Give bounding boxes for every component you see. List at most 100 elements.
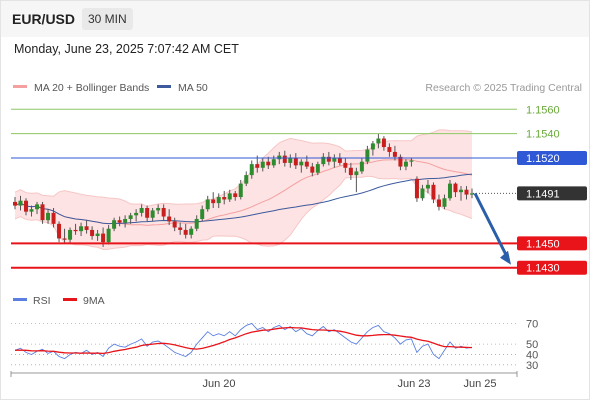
candle-body — [310, 166, 315, 173]
candle-body — [150, 210, 155, 218]
candle-body — [326, 156, 331, 162]
candle-body — [134, 212, 139, 216]
bollinger-band-area — [15, 129, 472, 250]
candle — [200, 205, 205, 222]
candle-body — [238, 183, 243, 198]
candle — [68, 227, 73, 244]
candle-body — [189, 228, 194, 235]
candle — [73, 223, 78, 235]
candle — [414, 176, 419, 202]
candle — [244, 171, 249, 187]
legend-swatch — [13, 85, 27, 88]
candle — [442, 194, 447, 210]
candle-body — [436, 199, 441, 207]
candle-body — [277, 155, 282, 160]
candle-body — [321, 156, 326, 165]
candle — [348, 162, 353, 180]
candle — [398, 154, 403, 171]
candle — [62, 228, 67, 244]
candle-body — [381, 138, 386, 148]
candle — [189, 226, 194, 239]
candle-body — [183, 229, 188, 235]
candle — [315, 161, 320, 176]
candle — [387, 143, 392, 157]
candle — [332, 154, 337, 168]
candle — [470, 188, 474, 199]
candle-body — [409, 160, 414, 162]
candle-body — [106, 228, 111, 243]
x-tick-label: Jun 25 — [463, 378, 496, 390]
candle-body — [128, 215, 133, 219]
candle-body — [299, 161, 304, 166]
candle-body — [354, 171, 359, 176]
candle-body — [458, 189, 463, 193]
candle-body — [271, 159, 276, 166]
candle — [370, 140, 375, 156]
candle-body — [117, 220, 122, 223]
header-bar: EUR/USD 30 MIN — [1, 1, 589, 37]
forecast-arrow-shaft — [473, 192, 510, 260]
candle — [233, 190, 238, 201]
candle-body — [348, 167, 353, 176]
support-label: 1.1430 — [526, 263, 560, 275]
candle-body — [304, 161, 309, 167]
candle — [381, 136, 386, 151]
candle-body — [387, 147, 392, 152]
candle — [238, 179, 243, 200]
candle — [112, 217, 117, 232]
rsi-ma-line — [14, 326, 473, 355]
timeframe-badge[interactable]: 30 MIN — [82, 8, 133, 30]
rsi-tick-label: 40 — [526, 349, 538, 361]
rsi-legend-swatch — [63, 298, 77, 301]
candle — [156, 204, 161, 215]
resistance-label: 1.1560 — [526, 104, 560, 116]
credit-text: Research © 2025 Trading Central — [425, 82, 582, 94]
candle — [458, 186, 463, 201]
candle-body — [365, 149, 370, 162]
candle-body — [337, 158, 342, 163]
candle-body — [139, 208, 144, 213]
candle-body — [205, 199, 210, 210]
candle — [178, 222, 183, 235]
candle — [293, 153, 298, 169]
candle-body — [332, 158, 337, 162]
candle-body — [464, 189, 469, 195]
candle — [79, 222, 84, 237]
candle — [321, 153, 326, 167]
current-price-label: 1.1491 — [526, 188, 560, 200]
candle — [106, 225, 111, 245]
candle — [13, 197, 17, 210]
candle — [343, 158, 348, 173]
candle — [40, 201, 45, 224]
candle — [409, 158, 414, 167]
candle-body — [266, 161, 271, 166]
candle-body — [35, 204, 40, 210]
candle — [134, 209, 139, 222]
candle-body — [46, 212, 51, 221]
candle — [447, 179, 452, 201]
candle-body — [161, 208, 166, 217]
candle — [57, 221, 62, 243]
pivot-label-box — [517, 151, 587, 166]
candle-body — [442, 198, 447, 207]
candle-body — [227, 193, 232, 200]
candle-body — [194, 218, 199, 229]
candle-body — [403, 161, 408, 167]
candle — [84, 220, 89, 234]
candle — [299, 159, 304, 173]
candle — [431, 182, 436, 204]
candle — [266, 156, 271, 169]
candle-body — [29, 209, 34, 212]
candle — [425, 179, 430, 194]
candle — [95, 229, 100, 241]
candle-body — [370, 143, 375, 150]
timestamp: Monday, June 23, 2025 7:07:42 AM CET — [14, 42, 239, 56]
candle — [365, 145, 370, 165]
candle-body — [431, 184, 436, 200]
candle — [145, 205, 150, 222]
candle-body — [90, 229, 95, 237]
candle-body — [112, 220, 117, 229]
candle-body — [84, 226, 89, 230]
candle-body — [343, 162, 348, 168]
